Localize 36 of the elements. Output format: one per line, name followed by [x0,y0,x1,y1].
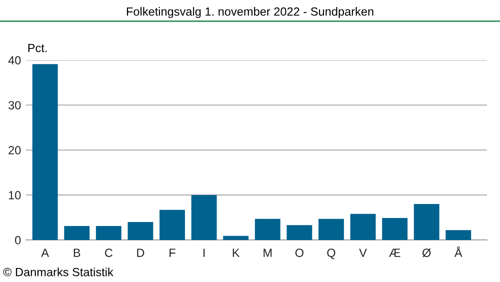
y-tick-label: 40 [8,56,21,64]
y-tick-label: 10 [8,191,21,200]
bar [286,225,312,240]
bar [382,218,408,240]
x-tick-label: Ø [422,248,431,258]
bar [32,64,58,240]
x-tick-label: B [74,248,80,257]
x-tick-label: M [264,248,272,257]
y-axis-title: Pct. [28,44,47,52]
x-tick-label: I [203,248,205,257]
x-tick-label: O [295,248,304,257]
bar [446,230,472,240]
x-tick-label: V [359,248,367,257]
y-tick-label: 0 [15,236,21,244]
x-tick-label: F [170,248,176,257]
x-tick-label: D [137,248,144,257]
x-tick-label: C [105,248,112,257]
bar [160,210,185,240]
x-tick-label: Å [454,246,462,257]
bar [254,218,280,240]
bar [128,222,154,240]
bar [350,214,376,240]
bar [191,195,217,240]
bar [64,226,90,240]
text: © Danmarks Statistik [3,268,114,276]
bar [96,226,122,240]
x-tick-label: Æ [389,248,400,257]
bar [318,218,344,240]
bar [223,236,249,240]
x-tick-label: A [41,248,49,257]
x-tick-label: Q [327,248,336,260]
y-tick-label: 30 [8,101,21,110]
y-tick-label: 20 [8,146,21,154]
x-tick-label: K [232,248,240,257]
chart-title: Folketingsvalg 1. november 2022 - Sundparken [126,7,374,18]
bar [414,204,440,240]
